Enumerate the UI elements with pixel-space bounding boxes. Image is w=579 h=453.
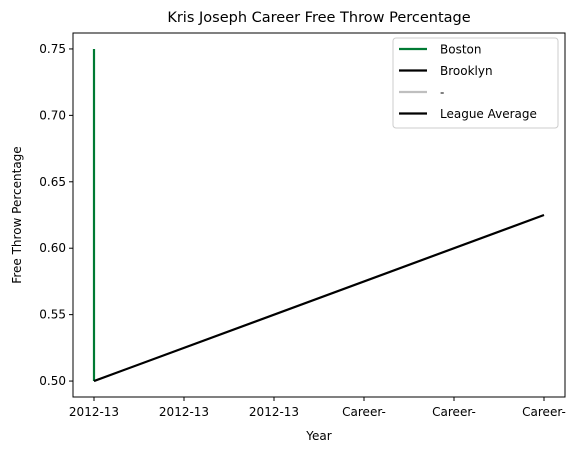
x-tick-label: 2012-13 (159, 405, 209, 419)
y-tick-label: 0.65 (39, 175, 66, 189)
x-axis-label: Year (305, 429, 331, 443)
y-tick-label: 0.55 (39, 308, 66, 322)
legend-label-1: Brooklyn (440, 64, 493, 78)
series-line-3 (93, 213, 545, 383)
y-tick-label: 0.75 (39, 42, 66, 56)
legend: Boston Brooklyn - League Average (392, 37, 559, 129)
x-axis-ticks: 2012-13 2012-13 2012-13 Career- Career- Caree… (69, 397, 566, 419)
x-tick-label: Career- (342, 405, 386, 419)
x-tick-label: Career- (432, 405, 476, 419)
y-tick-label: 0.60 (39, 241, 66, 255)
chart-title: Kris Joseph Career Free Throw Percentage (167, 10, 470, 26)
y-tick-label: 0.70 (39, 108, 66, 122)
legend-label-2: - (440, 86, 444, 100)
x-tick-label: 2012-13 (69, 405, 119, 419)
plot-border (72, 32, 566, 398)
x-tick-label: Career- (522, 405, 566, 419)
legend-label-0: Boston (440, 43, 481, 57)
x-tick-label: 2012-13 (249, 405, 299, 419)
y-axis-ticks: 0.50 0.55 0.60 0.65 0.70 0.75 (39, 42, 73, 388)
legend-label-3: League Average (440, 107, 537, 121)
y-tick-label: 0.50 (39, 374, 66, 388)
y-axis-label: Free Throw Percentage (10, 146, 24, 283)
legend-box (392, 37, 559, 129)
series-layer (92, 48, 545, 383)
